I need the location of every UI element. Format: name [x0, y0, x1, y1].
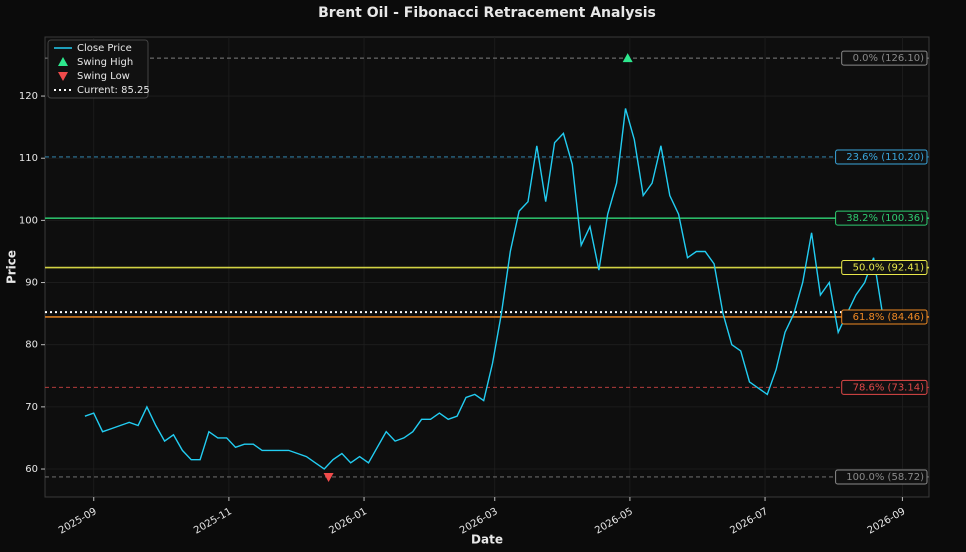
- legend-box: [47, 39, 149, 99]
- legend-label: Swing Low: [77, 71, 130, 82]
- level-label-box: [841, 309, 928, 325]
- legend-marker: [58, 57, 68, 66]
- level-label: 0.0% (126.10): [853, 53, 924, 64]
- swing-low-marker: [323, 472, 334, 482]
- level-label: 78.6% (73.14): [853, 382, 924, 393]
- level-label-box: [841, 50, 928, 66]
- y-tick-label: 80: [25, 340, 38, 351]
- y-tick-label: 70: [25, 402, 38, 413]
- close-line: [84, 108, 884, 470]
- chart-title: Brent Oil - Fibonacci Retracement Analys…: [318, 5, 656, 21]
- y-axis-label: Price: [5, 250, 19, 284]
- level-label-box: [841, 260, 928, 276]
- level-label: 100.0% (58.72): [846, 472, 924, 483]
- level-label: 38.2% (100.36): [846, 213, 924, 224]
- y-tick-label: 90: [25, 278, 38, 289]
- y-tick-label: 120: [19, 91, 38, 102]
- x-axis-label: Date: [471, 533, 503, 547]
- level-label: 50.0% (92.41): [853, 263, 924, 274]
- swing-high-marker: [622, 53, 633, 63]
- level-label-box: [835, 210, 928, 226]
- legend-label: Current: 85.25: [77, 85, 150, 96]
- y-tick-label: 100: [19, 215, 38, 226]
- level-label-box: [835, 469, 928, 485]
- y-tick-label: 60: [25, 464, 38, 475]
- level-label: 23.6% (110.20): [846, 152, 924, 163]
- level-label-box: [841, 379, 928, 395]
- legend-label: Close Price: [77, 43, 132, 54]
- y-tick-label: 110: [19, 153, 38, 164]
- level-label-box: [835, 149, 928, 165]
- legend-label: Swing High: [77, 57, 133, 68]
- legend-marker: [58, 72, 68, 81]
- level-label: 61.8% (84.46): [853, 312, 924, 323]
